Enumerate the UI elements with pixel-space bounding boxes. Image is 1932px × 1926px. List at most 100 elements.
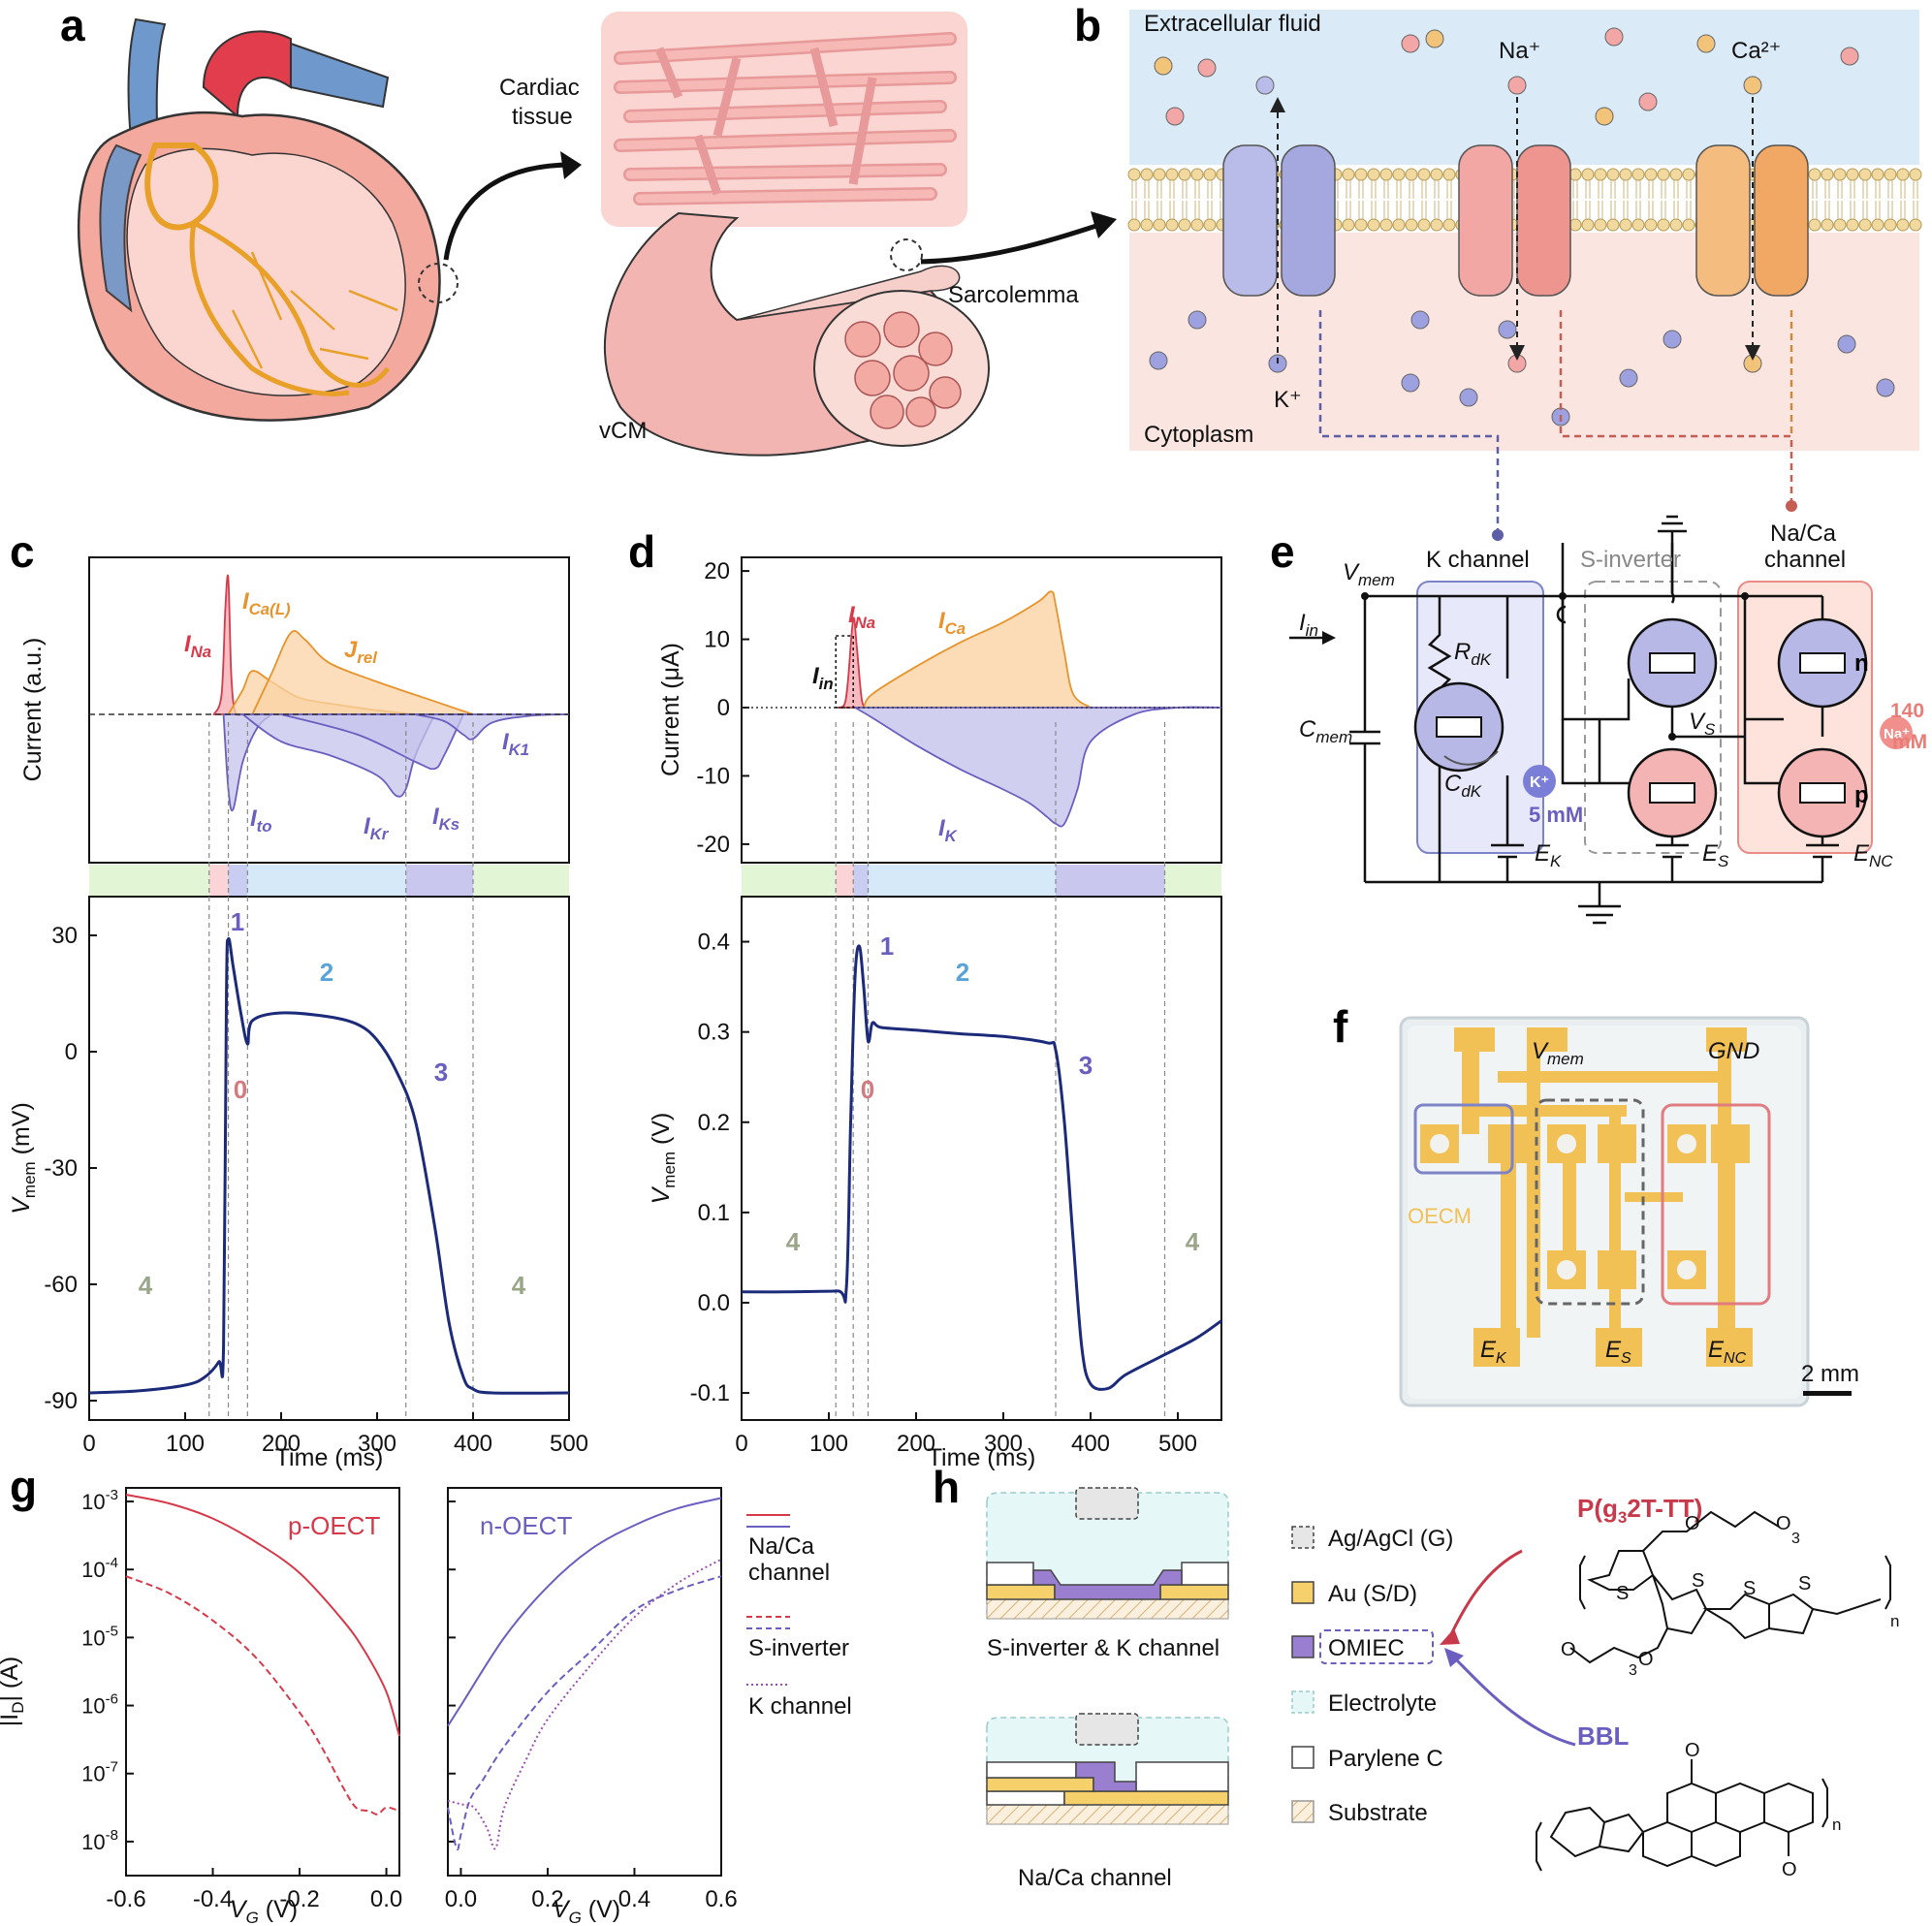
c-current-label-6: IK1 — [502, 729, 529, 759]
c-phase-label-1: 1 — [231, 907, 244, 936]
d-ytick-label-2: 0.1 — [698, 1200, 730, 1226]
g-left-ytick-exp-4: -4 — [106, 1555, 118, 1571]
d-ylabel-top: Current (μA) — [657, 643, 684, 776]
c-xtick-label-2: 200 — [262, 1431, 301, 1457]
lipid-head — [1682, 168, 1695, 181]
d-current-ICa — [862, 590, 1093, 709]
h-legend: Ag/AgCl (G) Au (S/D) OMIEC Electrolyte P… — [1291, 1526, 1453, 1826]
lipid-head — [1657, 168, 1670, 181]
d-current-label-3-main: I — [938, 815, 946, 841]
ion-16 — [1401, 373, 1420, 393]
label-sarcolemma: Sarcolemma — [948, 282, 1079, 308]
panel-g: g 10-810-710-610-510-410-3-0.6 -0.4 -0.2 0.… — [0, 1462, 852, 1926]
ion-10 — [1840, 47, 1859, 66]
lipid-head — [1606, 168, 1620, 181]
lipid-head — [1417, 168, 1431, 181]
lipid-tail — [1446, 180, 1452, 219]
c-current-label-5: IKs — [432, 804, 459, 834]
lipid-head — [1631, 168, 1645, 181]
lipid-head — [1190, 168, 1204, 181]
label-iin: Iin — [1299, 610, 1318, 640]
g-left-ytick-exp-0: -8 — [106, 1827, 118, 1844]
lipid-head — [1581, 218, 1595, 232]
ion-2 — [1154, 56, 1173, 76]
c-ytick-label-4: 30 — [51, 923, 78, 949]
panel-letter-g: g — [10, 1462, 37, 1512]
c-current-label-1: ICa(L) — [242, 588, 291, 618]
c-phase-band-2 — [228, 865, 248, 897]
g-xlabel-right: VG (V) — [553, 1896, 620, 1926]
label-k-conc: 5 mM — [1529, 803, 1583, 827]
ion-17 — [1459, 388, 1478, 407]
lipid-head — [1871, 168, 1884, 181]
d-ylabel-bottom: Vmem (V) — [648, 1113, 679, 1205]
lipid-head — [1392, 168, 1406, 181]
d-current-label-2-main: I — [812, 663, 820, 689]
lipid-head — [1165, 168, 1179, 181]
lipid-tail — [1837, 180, 1843, 219]
c-current-label-2: Jrel — [344, 637, 377, 667]
cardiac-tissue-illustration — [601, 12, 1117, 457]
lipid-head — [1342, 218, 1355, 232]
legend-k-channel: K channel — [748, 1693, 852, 1720]
label-f-scale: 2 mm — [1801, 1361, 1859, 1387]
chart-d-bottom: -0.1 0.0 0.1 0.2 0.3 0.4 0 100 200 300 400 500 Time … — [648, 722, 1222, 1471]
lipid-head — [1821, 168, 1834, 181]
lipid-tail — [1156, 180, 1162, 219]
c-phase-band-4 — [405, 865, 473, 897]
ion-1 — [1197, 58, 1217, 78]
c-phase-label-3: 3 — [434, 1058, 448, 1087]
lipid-head — [1379, 168, 1393, 181]
d-phase-label-4: 4 — [786, 1227, 801, 1256]
c-current-IKs — [280, 713, 465, 771]
stack-nac — [986, 1713, 1229, 1825]
lipid-head — [1858, 218, 1872, 232]
c-ylabel-top: Current (a.u.) — [19, 638, 47, 782]
c-current-label-6-main: I — [502, 729, 510, 755]
chart-g-left: 10-810-710-610-510-410-3-0.6 -0.4 -0.2 0.0p… — [81, 1487, 402, 1912]
g-left-ytick-exp-2: -6 — [106, 1691, 118, 1708]
lipid-head — [1190, 218, 1204, 232]
lipid-head — [1594, 218, 1607, 232]
label-na-ion-e: Na⁺ — [1884, 726, 1910, 742]
d-iin-box — [835, 635, 854, 709]
label-cardiac: Cardiac — [499, 75, 580, 101]
lipid-tail — [1824, 180, 1830, 219]
ion-11 — [1595, 107, 1614, 126]
ion-23 — [1876, 378, 1895, 397]
heart-illustration — [77, 17, 582, 422]
d-ytick-label-3: 0.2 — [698, 1110, 730, 1136]
ion-0 — [1165, 107, 1185, 126]
lipid-tail — [1207, 180, 1213, 219]
d-xtick-label-0: 0 — [735, 1431, 747, 1457]
g-ylabel: |ID| (A) — [0, 1657, 27, 1727]
lipid-head — [1619, 218, 1632, 232]
lipid-head — [1153, 218, 1166, 232]
c-current-label-4: IKr — [364, 813, 390, 843]
c-current-label-4-main: I — [364, 813, 371, 839]
lipid-head — [1896, 218, 1910, 232]
ion-6 — [1604, 27, 1624, 47]
d-current-label-3-sub: K — [945, 827, 959, 845]
lipid-head — [1203, 168, 1217, 181]
c-ytick-label-2: -30 — [44, 1155, 78, 1182]
lipid-head — [1442, 168, 1456, 181]
label-f-ek: EK — [1480, 1337, 1507, 1367]
lipid-tail — [1623, 180, 1629, 219]
d-phase-band-2 — [853, 865, 869, 897]
c-current-label-0: INa — [184, 631, 211, 661]
d-top-ytick-label-4: 20 — [704, 558, 730, 584]
stack-title-1: S-inverter & K channel — [987, 1635, 1219, 1661]
c-phase-label-5: 4 — [512, 1271, 526, 1300]
lipid-tail — [1409, 180, 1414, 219]
lipid-tail — [1850, 180, 1855, 219]
lipid-tail — [1572, 180, 1578, 219]
g-left-series-0 — [125, 1494, 400, 1737]
label-extracellular: Extracellular fluid — [1144, 11, 1321, 37]
lipid-head — [1153, 168, 1166, 181]
c-phase-label-0: 0 — [234, 1075, 247, 1104]
c-xtick-label-4: 400 — [454, 1431, 492, 1457]
lipid-head — [1417, 218, 1431, 232]
stack-title-2: Na/Ca channel — [1018, 1865, 1172, 1891]
lipid-head — [1568, 218, 1582, 232]
